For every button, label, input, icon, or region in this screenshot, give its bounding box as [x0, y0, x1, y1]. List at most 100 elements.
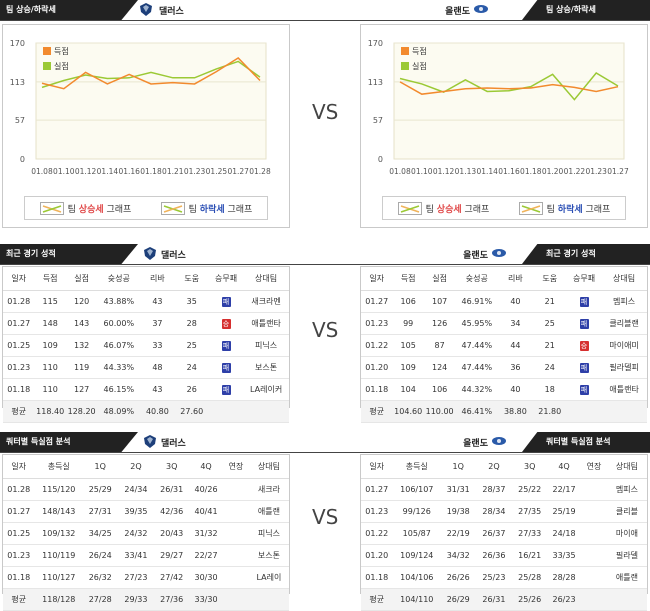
result-badge: 패	[208, 290, 244, 313]
x-tick-label: 01.08	[31, 167, 53, 176]
table-cell: 110.00	[423, 400, 456, 423]
table-row: 01.23 110 119 44.33% 48 24 패 보스톤	[3, 356, 289, 379]
table-cell: 35	[174, 290, 209, 313]
table-cell: 01.23	[3, 356, 35, 379]
table-cell: 애틀랜타	[243, 312, 289, 335]
column-header: 일자	[361, 455, 393, 479]
result-badge-text: 패	[221, 296, 231, 307]
series-line	[399, 72, 619, 101]
legend-swatch	[43, 62, 51, 70]
table-cell: 25	[532, 312, 567, 335]
table-row: 01.18 110 127 46.15% 43 26 패 LA레이커	[3, 378, 289, 401]
table-cell: 27/42	[154, 566, 189, 589]
table-cell: 클리블	[606, 500, 647, 523]
plot-area	[393, 42, 625, 160]
x-tick-label: 01.12	[433, 167, 455, 176]
table-cell: 42/36	[154, 500, 189, 523]
table-cell: 26/24	[83, 544, 118, 567]
table-cell: 44.32%	[455, 378, 499, 401]
table-cell: 143	[65, 312, 98, 335]
column-header: 승무패	[566, 267, 602, 291]
x-tick-label: 01.10	[411, 167, 433, 176]
recent-tag-label: 최근 경기 성적	[6, 249, 56, 258]
table-cell: 115	[34, 290, 66, 313]
table-cell: 26/31	[475, 588, 513, 611]
table-row: 01.22 105/87 22/19 26/37 27/33 24/18 마이애	[361, 522, 647, 545]
recent-tag-left: 최근 경기 성적	[0, 244, 138, 264]
column-header: 슛성공	[455, 267, 499, 291]
table-cell: 110	[34, 356, 66, 379]
table-row: 01.28 115 120 43.88% 43 35 패 새크라멘	[3, 290, 289, 313]
mavericks-logo-icon	[144, 435, 156, 450]
table-row: 01.18 104 106 44.32% 40 18 패 애틀랜타	[361, 378, 647, 401]
left-trend-legend: 팀 상승세 그래프 팀 하락세 그래프	[24, 196, 268, 220]
table-cell: 01.25	[3, 522, 35, 545]
table-cell: 46.15%	[97, 378, 141, 401]
result-badge-text: 패	[579, 296, 589, 307]
table-cell	[581, 522, 607, 545]
column-header: 도움	[532, 267, 567, 291]
result-badge-text: 패	[221, 384, 231, 395]
table-cell: 22/17	[546, 478, 582, 501]
table-cell: 31/32	[188, 522, 224, 545]
y-tick-label: 113	[368, 78, 383, 87]
column-header: 리바	[498, 267, 533, 291]
average-row: 평균 118.40 128.20 48.09% 40.80 27.60	[3, 400, 289, 423]
table-cell: 평균	[3, 588, 35, 611]
result-badge: 패	[566, 356, 602, 379]
mavericks-logo-icon	[144, 247, 156, 262]
table-cell	[606, 588, 647, 611]
table-cell	[566, 400, 602, 423]
table-cell: 클리블랜	[601, 312, 647, 335]
column-header: 실점	[423, 267, 456, 291]
table-cell: 30/30	[188, 566, 224, 589]
quarter-divider	[0, 452, 650, 453]
table-cell: 40/41	[188, 500, 224, 523]
legend-up-word: 상승세	[78, 204, 104, 215]
column-header: 일자	[361, 267, 393, 291]
table-cell	[223, 500, 249, 523]
table-cell: 119	[65, 356, 98, 379]
table-cell: 27/36	[154, 588, 189, 611]
table-cell: 33/30	[188, 588, 224, 611]
trend-tag-left: 팀 상승/하락세	[0, 0, 138, 20]
table-cell: 27/23	[117, 566, 155, 589]
table-cell: 멤피스	[606, 478, 647, 501]
up-trend-icon	[397, 201, 422, 215]
legend-up: 팀 상승세 그래프	[39, 201, 131, 215]
quarter-right-table: 일자 총득실 1Q 2Q 3Q 4Q 연장 상대팀 01.27 106/107 31/31 28/37…	[361, 455, 647, 611]
table-cell: 105	[392, 334, 424, 357]
result-badge: 패	[566, 378, 602, 401]
series-line	[41, 57, 261, 90]
table-cell: 110	[34, 378, 66, 401]
y-tick-label: 0	[20, 155, 25, 164]
table-cell: 34/25	[83, 522, 118, 545]
table-cell: 128.20	[65, 400, 98, 423]
x-tick-label: 01.21	[162, 167, 184, 176]
table-cell: 26/26	[441, 566, 476, 589]
table-cell: 28	[174, 312, 209, 335]
table-cell: 109	[392, 356, 424, 379]
table-cell: 22/27	[188, 544, 224, 567]
table-cell: 01.18	[361, 566, 393, 589]
table-cell: 40/26	[188, 478, 224, 501]
table-cell: 01.28	[3, 478, 35, 501]
table-cell: 평균	[361, 588, 393, 611]
column-header: 상대팀	[606, 455, 647, 479]
column-header: 총득실	[34, 455, 84, 479]
y-tick-label: 113	[10, 78, 25, 87]
x-tick-label: 01.13	[455, 167, 477, 176]
table-cell: 새크라	[248, 478, 289, 501]
table-cell	[581, 478, 607, 501]
table-cell: 148/143	[34, 500, 84, 523]
table-cell: 27/31	[83, 500, 118, 523]
result-badge-text: 승	[221, 318, 231, 329]
average-row: 평균 104.60 110.00 46.41% 38.80 21.80	[361, 400, 647, 423]
result-badge-text: 패	[221, 340, 231, 351]
table-cell: 43.88%	[97, 290, 141, 313]
column-header: 일자	[3, 267, 35, 291]
table-cell: 106	[423, 378, 456, 401]
table-cell: 107	[423, 290, 456, 313]
table-cell: 104	[392, 378, 424, 401]
